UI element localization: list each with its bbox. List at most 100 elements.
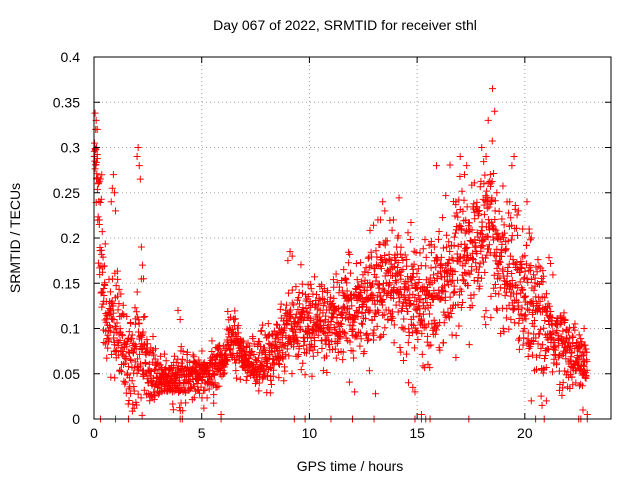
data-point — [426, 310, 434, 318]
data-point — [523, 198, 531, 206]
data-point — [294, 337, 302, 345]
data-point — [364, 269, 372, 277]
data-point — [160, 350, 168, 358]
data-point — [360, 348, 368, 356]
data-point — [528, 351, 536, 359]
data-point — [427, 249, 435, 257]
data-point — [93, 125, 101, 133]
data-point — [232, 355, 240, 363]
data-point — [93, 185, 101, 193]
data-point — [497, 235, 505, 243]
data-point — [434, 255, 442, 263]
data-point — [399, 256, 407, 264]
data-point — [137, 394, 145, 402]
data-point — [478, 241, 486, 249]
data-point — [122, 389, 130, 397]
data-point — [166, 365, 174, 373]
data-point — [356, 342, 364, 350]
data-point — [320, 328, 328, 336]
data-point — [330, 310, 338, 318]
data-point — [480, 180, 488, 188]
data-point — [483, 187, 491, 195]
data-point — [508, 221, 516, 229]
data-point — [354, 308, 362, 316]
data-point — [344, 304, 352, 312]
data-point — [299, 359, 307, 367]
data-point — [475, 268, 483, 276]
data-point — [127, 319, 135, 327]
data-point — [213, 353, 221, 361]
data-point — [304, 293, 312, 301]
data-point — [452, 353, 460, 361]
data-point — [576, 365, 584, 373]
data-point — [196, 389, 204, 397]
data-point — [403, 255, 411, 263]
data-point — [134, 390, 142, 398]
data-point — [307, 334, 315, 342]
data-point — [392, 269, 400, 277]
data-point — [257, 327, 265, 335]
data-point — [477, 227, 485, 235]
data-point — [537, 325, 545, 333]
data-point — [334, 338, 342, 346]
data-point — [364, 337, 372, 345]
data-point — [331, 345, 339, 353]
data-point — [542, 290, 550, 298]
data-point — [353, 333, 361, 341]
data-point — [114, 275, 122, 283]
data-point — [568, 332, 576, 340]
data-point — [457, 226, 465, 234]
data-point — [499, 324, 507, 332]
data-point — [404, 307, 412, 315]
data-point — [424, 360, 432, 368]
data-point — [386, 256, 394, 264]
data-point — [294, 294, 302, 302]
data-point — [355, 282, 363, 290]
data-point — [98, 171, 106, 179]
data-point — [396, 271, 404, 279]
data-point — [243, 343, 251, 351]
data-point — [488, 221, 496, 229]
data-point — [540, 324, 548, 332]
data-point — [371, 300, 379, 308]
data-point — [473, 198, 481, 206]
data-point — [241, 356, 249, 364]
data-point — [418, 350, 426, 358]
data-point — [278, 333, 286, 341]
data-point — [533, 268, 541, 276]
data-point — [388, 226, 396, 234]
data-point — [211, 371, 219, 379]
data-point — [233, 374, 241, 382]
data-point — [580, 324, 588, 332]
data-point — [225, 333, 233, 341]
data-point — [190, 394, 198, 402]
data-point — [120, 311, 128, 319]
data-point — [518, 304, 526, 312]
data-point — [459, 276, 467, 284]
data-point — [490, 236, 498, 244]
data-point — [154, 390, 162, 398]
data-point — [426, 364, 434, 372]
data-point — [372, 273, 380, 281]
data-point — [510, 153, 518, 161]
data-point — [177, 343, 185, 351]
data-point — [492, 305, 500, 313]
data-point — [322, 312, 330, 320]
data-point — [126, 355, 134, 363]
data-point — [420, 302, 428, 310]
data-point — [100, 262, 108, 270]
data-point — [532, 334, 540, 342]
data-point — [116, 336, 124, 344]
data-point — [109, 309, 117, 317]
data-point — [516, 278, 524, 286]
data-point — [379, 311, 387, 319]
data-point — [523, 241, 531, 249]
data-point — [547, 260, 555, 268]
data-point — [150, 351, 158, 359]
data-point — [414, 291, 422, 299]
data-point — [314, 300, 322, 308]
data-point — [514, 305, 522, 313]
data-point — [398, 323, 406, 331]
data-point — [261, 368, 269, 376]
data-point — [543, 307, 551, 315]
